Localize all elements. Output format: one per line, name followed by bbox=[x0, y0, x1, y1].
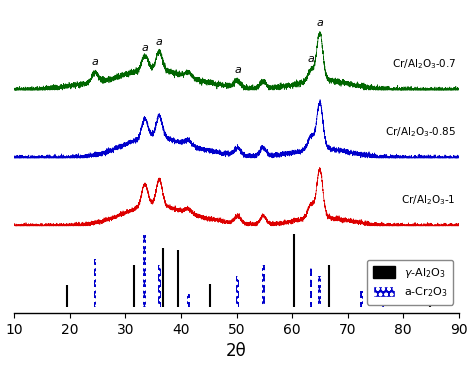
X-axis label: 2θ: 2θ bbox=[226, 343, 247, 361]
Bar bbox=[262, 265, 264, 307]
Text: a: a bbox=[316, 18, 323, 28]
Text: a: a bbox=[141, 42, 149, 53]
Text: Cr/Al$_2$O$_3$-0.85: Cr/Al$_2$O$_3$-0.85 bbox=[385, 125, 456, 139]
Bar bbox=[158, 265, 161, 307]
Text: a: a bbox=[91, 57, 98, 67]
Bar bbox=[143, 234, 146, 307]
Bar bbox=[381, 299, 384, 307]
Legend: $\gamma$-Al$_2$O$_3$, a-Cr$_2$O$_3$: $\gamma$-Al$_2$O$_3$, a-Cr$_2$O$_3$ bbox=[367, 260, 453, 305]
Text: a: a bbox=[156, 37, 163, 47]
Text: a: a bbox=[307, 55, 315, 64]
Text: a: a bbox=[234, 65, 241, 75]
Bar bbox=[187, 294, 190, 307]
Bar bbox=[318, 276, 321, 307]
Text: Cr/Al$_2$O$_3$-0.7: Cr/Al$_2$O$_3$-0.7 bbox=[392, 57, 456, 71]
Text: Cr/Al$_2$O$_3$-1: Cr/Al$_2$O$_3$-1 bbox=[401, 193, 456, 206]
Bar bbox=[309, 265, 312, 307]
Bar bbox=[401, 299, 403, 307]
Bar bbox=[360, 291, 363, 307]
Bar bbox=[94, 259, 96, 307]
Bar bbox=[236, 276, 239, 307]
